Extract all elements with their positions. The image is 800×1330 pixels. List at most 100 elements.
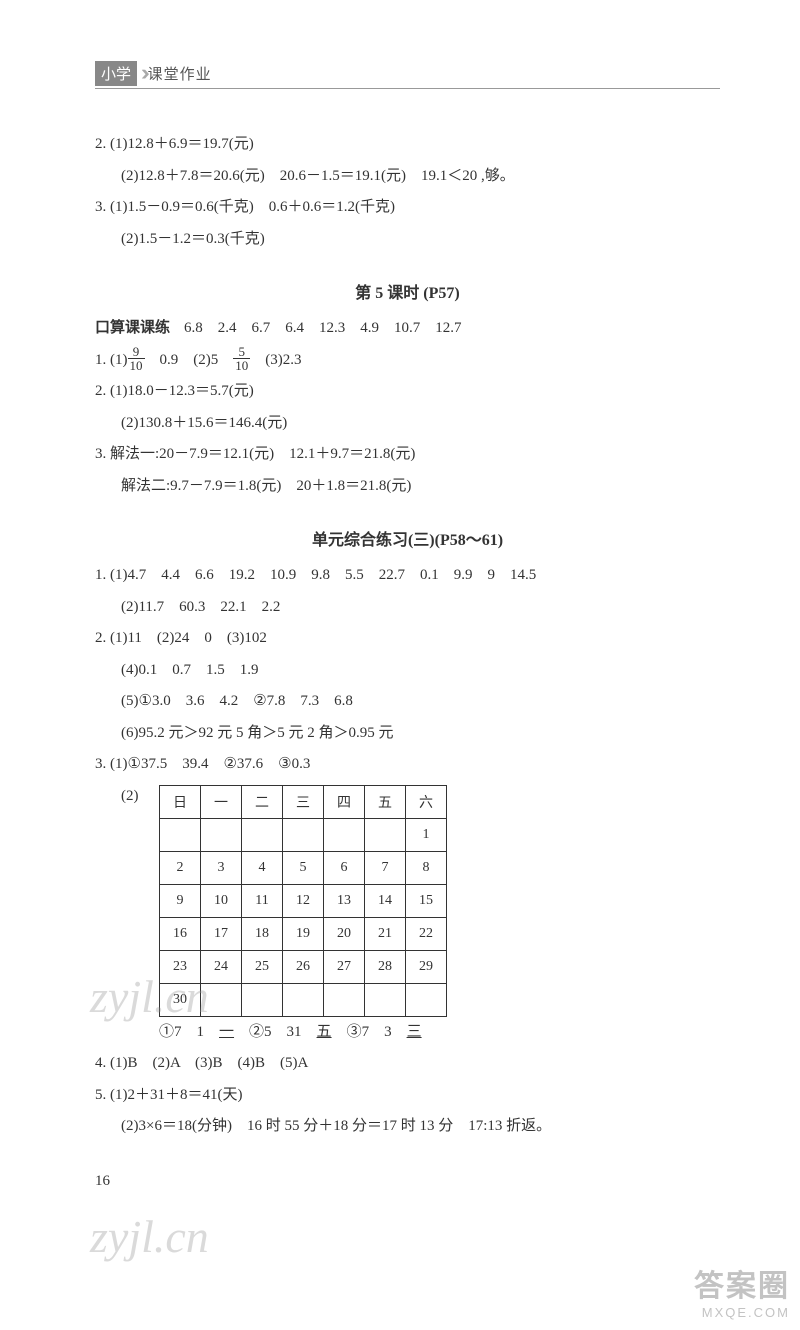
cal-row: 1 (160, 818, 447, 851)
sec5-q3b: 解法二:9.7－7.9＝1.8(元) 20＋1.8＝21.8(元) (121, 471, 720, 503)
sec5-q2a: 2. (1)18.0－12.3＝5.7(元) (95, 376, 720, 408)
q3c-u2: 五 (317, 1024, 332, 1040)
cal-row: 2345678 (160, 851, 447, 884)
cal-cell: 13 (324, 884, 365, 917)
cal-head: 六 (406, 785, 447, 818)
ans-2-1: 2. (1)12.8＋6.9＝19.7(元) (95, 129, 720, 161)
cal-head: 二 (242, 785, 283, 818)
cal-cell: 10 (201, 884, 242, 917)
chevron-icon: ›› (141, 60, 144, 86)
unit3-title: 单元综合练习(三)(P58～61) (95, 526, 720, 550)
cal-cell: 30 (160, 983, 201, 1016)
cal-head: 五 (365, 785, 406, 818)
cal-cell: 3 (201, 851, 242, 884)
cal-head-row: 日 一 二 三 四 五 六 (160, 785, 447, 818)
q3c-p3: ③7 3 (332, 1024, 407, 1040)
cal-cell: 4 (242, 851, 283, 884)
kousuan-label: 口算课课练 (95, 320, 170, 336)
u3-q2c: (5)①3.0 3.6 4.2 ②7.8 7.3 6.8 (121, 686, 720, 718)
header-title: 课堂作业 (148, 63, 212, 84)
page-number: 16 (95, 1173, 720, 1190)
cal-cell: 22 (406, 917, 447, 950)
u3-q3b-row: (2) 日 一 二 三 四 五 六 1 2345678 910111213141… (95, 781, 720, 1017)
q3c-p1: ①7 1 (159, 1024, 219, 1040)
u3-q1b: (2)11.7 60.3 22.1 2.2 (121, 592, 720, 624)
cal-cell: 26 (283, 950, 324, 983)
cal-cell (406, 983, 447, 1016)
kousuan-values: 6.8 2.4 6.7 6.4 12.3 4.9 10.7 12.7 (184, 320, 462, 336)
u3-q2b: (4)0.1 0.7 1.5 1.9 (121, 655, 720, 687)
u3-q5b: (2)3×6＝18(分钟) 16 时 55 分＋18 分＝17 时 13 分 1… (121, 1111, 720, 1143)
calendar-table: 日 一 二 三 四 五 六 1 2345678 9101112131415 16… (159, 785, 447, 1017)
cal-cell: 1 (406, 818, 447, 851)
cal-cell: 9 (160, 884, 201, 917)
cal-cell: 7 (365, 851, 406, 884)
cal-row: 9101112131415 (160, 884, 447, 917)
cal-cell: 28 (365, 950, 406, 983)
ans-2-2: (2)12.8＋7.8＝20.6(元) 20.6－1.5＝19.1(元) 19.… (121, 161, 720, 193)
cal-cell: 6 (324, 851, 365, 884)
cal-row: 30 (160, 983, 447, 1016)
q3c-p2: ②5 31 (234, 1024, 317, 1040)
cal-row: 23242526272829 (160, 950, 447, 983)
cal-cell (365, 983, 406, 1016)
cal-cell: 17 (201, 917, 242, 950)
u3-q3c: ①7 1 一 ②5 31 五 ③7 3 三 (159, 1017, 720, 1049)
ans-3-2: (2)1.5－1.2＝0.3(千克) (121, 224, 720, 256)
fraction-9-10: 910 (128, 345, 145, 372)
watermark-corner-small: MXQE.COM (694, 1305, 790, 1320)
cal-head: 一 (201, 785, 242, 818)
q1-mid: 0.9 (2)5 (145, 352, 234, 368)
ans-3-1: 3. (1)1.5－0.9＝0.6(千克) 0.6＋0.6＝1.2(千克) (95, 192, 720, 224)
u3-q2d: (6)95.2 元＞92 元 5 角＞5 元 2 角＞0.95 元 (121, 718, 720, 750)
q3c-u3: 三 (407, 1024, 422, 1040)
cal-cell: 8 (406, 851, 447, 884)
page-header: 小学 ›› 课堂作业 (95, 60, 720, 89)
watermark-corner: 答案圈 MXQE.COM (694, 1261, 790, 1320)
sec5-q3a: 3. 解法一:20－7.9＝12.1(元) 12.1＋9.7＝21.8(元) (95, 439, 720, 471)
cal-head: 三 (283, 785, 324, 818)
cal-cell: 14 (365, 884, 406, 917)
cal-cell: 2 (160, 851, 201, 884)
cal-row: 16171819202122 (160, 917, 447, 950)
cal-cell: 18 (242, 917, 283, 950)
cal-cell: 11 (242, 884, 283, 917)
u3-q3a: 3. (1)①37.5 39.4 ②37.6 ③0.3 (95, 749, 720, 781)
page: 小学 ›› 课堂作业 2. (1)12.8＋6.9＝19.7(元) (2)12.… (0, 0, 800, 1230)
cal-cell (324, 818, 365, 851)
q1-suffix: (3)2.3 (250, 352, 301, 368)
u3-q5a: 5. (1)2＋31＋8＝41(天) (95, 1080, 720, 1112)
kousuan-line: 口算课课练 6.8 2.4 6.7 6.4 12.3 4.9 10.7 12.7 (95, 313, 720, 345)
cal-cell: 21 (365, 917, 406, 950)
cal-cell (324, 983, 365, 1016)
cal-cell: 12 (283, 884, 324, 917)
cal-cell (283, 818, 324, 851)
watermark-corner-big: 答案圈 (694, 1261, 790, 1305)
fraction-5-10: 510 (233, 345, 250, 372)
cal-cell (160, 818, 201, 851)
u3-q3b-label: (2) (121, 781, 153, 813)
sec5-q2b: (2)130.8＋15.6＝146.4(元) (121, 408, 720, 440)
u3-q2a: 2. (1)11 (2)24 0 (3)102 (95, 623, 720, 655)
cal-cell: 27 (324, 950, 365, 983)
cal-head: 四 (324, 785, 365, 818)
watermark-text: zyjl.cn (90, 1210, 209, 1263)
q1-prefix: 1. (1) (95, 352, 128, 368)
header-grade-label: 小学 (95, 61, 137, 86)
cal-cell (242, 983, 283, 1016)
cal-cell: 15 (406, 884, 447, 917)
cal-cell: 16 (160, 917, 201, 950)
cal-cell (201, 818, 242, 851)
cal-cell (242, 818, 283, 851)
u3-q4: 4. (1)B (2)A (3)B (4)B (5)A (95, 1048, 720, 1080)
q3c-u1: 一 (219, 1024, 234, 1040)
cal-cell: 25 (242, 950, 283, 983)
cal-cell: 29 (406, 950, 447, 983)
cal-cell: 24 (201, 950, 242, 983)
cal-cell: 23 (160, 950, 201, 983)
cal-cell: 5 (283, 851, 324, 884)
sec5-q1: 1. (1)910 0.9 (2)5 510 (3)2.3 (95, 345, 720, 377)
cal-head: 日 (160, 785, 201, 818)
cal-cell (283, 983, 324, 1016)
u3-q1a: 1. (1)4.7 4.4 6.6 19.2 10.9 9.8 5.5 22.7… (95, 560, 720, 592)
